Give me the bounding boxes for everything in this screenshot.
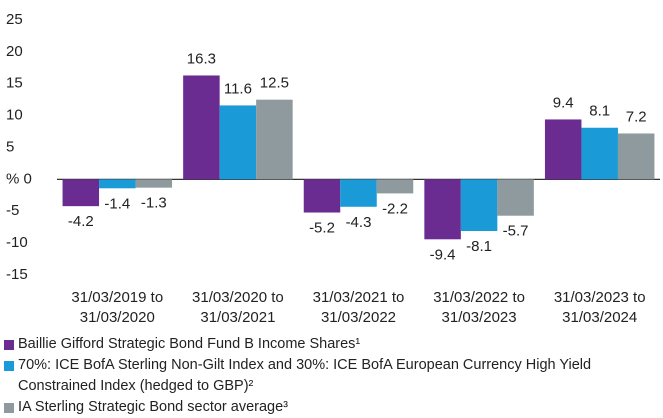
x-tick-label: 31/03/2020 to xyxy=(192,289,284,306)
value-label: -9.4 xyxy=(430,246,456,263)
bar xyxy=(460,179,498,232)
bar xyxy=(62,179,100,207)
value-label: 8.1 xyxy=(589,103,610,120)
bar xyxy=(376,179,414,194)
value-label: -5.7 xyxy=(503,223,529,240)
value-label: 7.2 xyxy=(626,108,647,125)
bar xyxy=(544,119,582,180)
legend-swatch xyxy=(4,340,14,350)
bar xyxy=(183,75,220,180)
legend-swatch xyxy=(4,361,14,371)
value-label: -2.2 xyxy=(382,200,408,217)
bar xyxy=(303,179,341,213)
bar xyxy=(135,179,173,188)
value-label: -1.3 xyxy=(141,195,167,212)
bar xyxy=(99,179,136,189)
value-label: -4.2 xyxy=(68,213,94,230)
x-tick-label: 31/03/2021 xyxy=(200,309,275,326)
legend-label: IA Sterling Strategic Bond sector averag… xyxy=(18,399,289,415)
bar xyxy=(424,179,461,240)
value-label: -4.3 xyxy=(346,214,372,231)
value-label: 12.5 xyxy=(260,75,289,92)
x-tick-label: 31/03/2022 to xyxy=(433,289,525,306)
legend-label: 70%: ICE BofA Sterling Non-Gilt Index an… xyxy=(18,357,592,394)
y-tick-label: 5 xyxy=(6,138,14,155)
bar xyxy=(581,127,618,180)
legend-item: 70%: ICE BofA Sterling Non-Gilt Index an… xyxy=(4,355,659,397)
y-tick-label: 15 xyxy=(6,75,23,92)
x-tick-label: 31/03/2024 xyxy=(562,309,637,326)
bar xyxy=(256,99,293,180)
value-label: 9.4 xyxy=(553,94,574,111)
legend-label: Baillie Gifford Strategic Bond Fund B In… xyxy=(18,336,361,352)
y-tick-label: -5 xyxy=(6,202,19,219)
bar xyxy=(617,133,655,180)
y-tick-label: 25 xyxy=(6,11,23,28)
value-label: 11.6 xyxy=(224,80,252,97)
y-tick-label: 10 xyxy=(6,107,23,124)
y-tick-label: % 0 xyxy=(6,170,32,187)
y-tick-label: -15 xyxy=(6,266,28,283)
x-tick-label: 31/03/2020 xyxy=(80,309,155,326)
x-tick-label: 31/03/2022 xyxy=(321,309,396,326)
x-tick-label: 31/03/2019 to xyxy=(71,289,163,306)
bar xyxy=(340,179,377,207)
value-label: -5.2 xyxy=(309,219,335,236)
chart: -15 -10 -5 % 0 5 10 15 20 25 31/03/2019 to 31/03/2… xyxy=(6,11,660,326)
x-tick-label: 31/03/2023 to xyxy=(554,289,646,306)
x-tick-label: 31/03/2023 xyxy=(442,309,517,326)
y-tick-label: -10 xyxy=(6,234,28,251)
value-label: -8.1 xyxy=(466,238,492,255)
value-label: -1.4 xyxy=(104,195,130,212)
bar xyxy=(497,179,534,216)
legend: Baillie Gifford Strategic Bond Fund B In… xyxy=(4,334,659,418)
value-label: 16.3 xyxy=(187,50,216,67)
y-tick-label: 20 xyxy=(6,43,23,60)
legend-item: IA Sterling Strategic Bond sector averag… xyxy=(4,397,659,418)
legend-swatch xyxy=(4,403,14,413)
x-tick-label: 31/03/2021 to xyxy=(313,289,405,306)
legend-item: Baillie Gifford Strategic Bond Fund B In… xyxy=(4,334,659,355)
bar xyxy=(219,105,257,180)
